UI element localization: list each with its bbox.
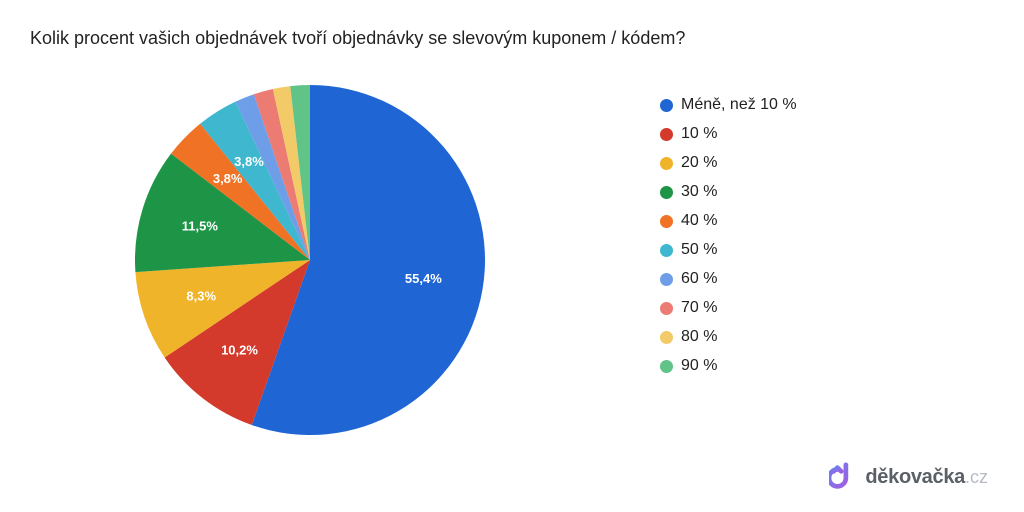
legend-item: 40 %	[660, 212, 797, 230]
legend-dot	[660, 273, 673, 286]
pie-chart: 55,4% 10,2% 8,3% 11,5% 3,8% 3,8%	[130, 80, 490, 440]
legend-label: 60 %	[681, 270, 717, 288]
chart-legend: Méně, než 10 % 10 % 20 % 30 % 40 % 50 % 60 % 70…	[660, 96, 797, 375]
legend-dot	[660, 157, 673, 170]
legend-dot	[660, 302, 673, 315]
legend-item: 80 %	[660, 328, 797, 346]
legend-dot	[660, 99, 673, 112]
legend-dot	[660, 128, 673, 141]
pie-slice-label: 55,4%	[405, 271, 442, 286]
legend-item: 60 %	[660, 270, 797, 288]
legend-item: Méně, než 10 %	[660, 96, 797, 114]
legend-label: 80 %	[681, 328, 717, 346]
legend-label: 40 %	[681, 212, 717, 230]
legend-item: 70 %	[660, 299, 797, 317]
brand-suffix: .cz	[965, 467, 988, 487]
legend-item: 50 %	[660, 241, 797, 259]
brand-name: děkovačka	[865, 466, 965, 488]
legend-dot	[660, 360, 673, 373]
legend-item: 10 %	[660, 125, 797, 143]
legend-label: 90 %	[681, 357, 717, 375]
legend-dot	[660, 331, 673, 344]
pie-slice-label: 3,8%	[234, 154, 264, 169]
legend-item: 20 %	[660, 154, 797, 172]
pie-slice-label: 3,8%	[213, 171, 243, 186]
legend-item: 30 %	[660, 183, 797, 201]
legend-dot	[660, 244, 673, 257]
legend-label: 70 %	[681, 299, 717, 317]
legend-dot	[660, 215, 673, 228]
brand-logo-icon	[829, 462, 859, 492]
legend-label: 30 %	[681, 183, 717, 201]
chart-title: Kolik procent vašich objednávek tvoří ob…	[30, 28, 685, 49]
legend-label: 50 %	[681, 241, 717, 259]
legend-label: 20 %	[681, 154, 717, 172]
pie-slice-label: 10,2%	[221, 342, 258, 357]
pie-slice-label: 8,3%	[186, 289, 216, 304]
legend-label: Méně, než 10 %	[681, 96, 797, 114]
legend-label: 10 %	[681, 125, 717, 143]
brand-logo: děkovačka.cz	[829, 462, 988, 492]
legend-dot	[660, 186, 673, 199]
legend-item: 90 %	[660, 357, 797, 375]
pie-slice-label: 11,5%	[182, 218, 219, 233]
